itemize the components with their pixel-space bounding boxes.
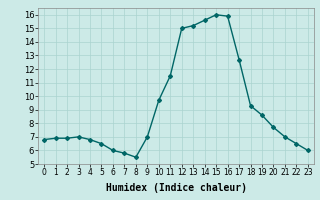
X-axis label: Humidex (Indice chaleur): Humidex (Indice chaleur) (106, 183, 246, 193)
